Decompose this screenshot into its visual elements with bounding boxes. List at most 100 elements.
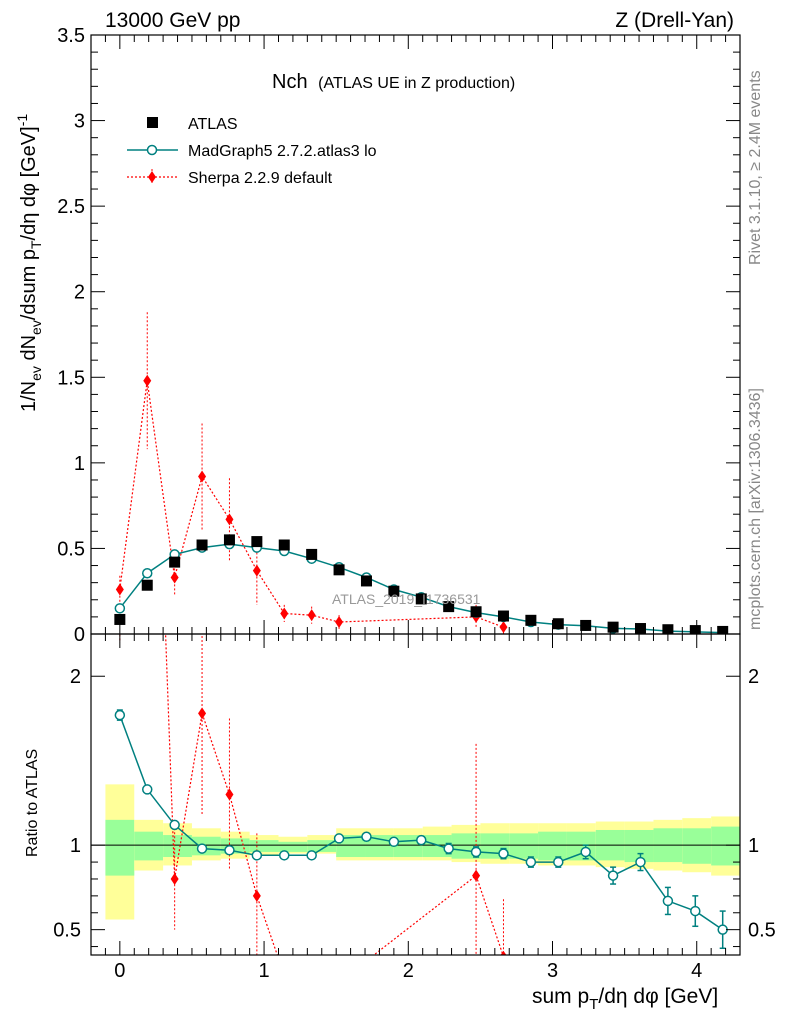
legend-label-madgraph: MadGraph5 2.7.2.atlas3 lo bbox=[188, 143, 377, 160]
top-plot-area bbox=[114, 312, 729, 634]
ratio-y-axis-label: Ratio to ATLAS bbox=[24, 749, 41, 857]
ratio-sherpa-point bbox=[116, 484, 124, 496]
ratio-sherpa-point bbox=[335, 976, 343, 988]
top-sherpa-point bbox=[170, 571, 179, 584]
stat-uncertainty-band bbox=[134, 831, 164, 861]
top-atlas-point bbox=[223, 534, 235, 546]
ratio-panel-frame bbox=[90, 633, 741, 956]
top-y-tick-label: 2 bbox=[74, 282, 85, 304]
x-tick-label: 3 bbox=[547, 960, 558, 982]
top-y-axis-label: 1/Nev dNev/dsum pT/dη dφ [GeV]-1 bbox=[14, 114, 44, 412]
ratio-madgraph-point bbox=[717, 924, 728, 935]
ratio-sherpa-line bbox=[164, 634, 504, 955]
top-atlas-point bbox=[169, 556, 181, 568]
ratio-madgraph-point bbox=[470, 846, 482, 858]
top-atlas-point bbox=[306, 548, 318, 560]
legend-marker-sherpa bbox=[148, 171, 156, 183]
ratio-madgraph-point bbox=[553, 856, 564, 868]
stat-uncertainty-band bbox=[682, 828, 712, 864]
top-sherpa-point bbox=[280, 607, 289, 620]
header-left: 13000 GeV pp bbox=[105, 9, 240, 32]
stat-uncertainty-band bbox=[105, 819, 135, 876]
top-atlas-point bbox=[360, 575, 372, 587]
top-atlas-point bbox=[580, 619, 592, 631]
ratio-madgraph-point bbox=[443, 843, 454, 854]
top-atlas-point bbox=[525, 614, 537, 626]
rivet-label: Rivet 3.1.10, ≥ 2.4M events bbox=[747, 70, 764, 265]
mcplots-label: mcplots.cern.ch [arXiv:1306.3436] bbox=[747, 388, 764, 630]
legend: ATLAS MadGraph5 2.7.2.atlas3 lo Sherpa 2… bbox=[127, 116, 377, 187]
legend-label-sherpa: Sherpa 2.2.9 default bbox=[188, 170, 333, 187]
ratio-madgraph-point bbox=[251, 850, 263, 861]
top-atlas-point bbox=[607, 621, 619, 633]
x-tick-label: 2 bbox=[403, 960, 414, 982]
stat-uncertainty-band bbox=[711, 826, 740, 866]
header-right: Z (Drell-Yan) bbox=[615, 9, 734, 32]
ratio-plot-area bbox=[114, 130, 728, 988]
top-sherpa-point bbox=[143, 374, 152, 387]
top-sherpa-point bbox=[252, 564, 261, 577]
top-y-tick-label: 3.5 bbox=[57, 25, 85, 47]
top-y-tick-label: 0.5 bbox=[57, 538, 85, 560]
top-y-tick-label: 0 bbox=[74, 624, 85, 646]
top-madgraph-line bbox=[119, 543, 723, 634]
ratio-madgraph-point bbox=[306, 850, 317, 861]
ratio-madgraph-point bbox=[333, 833, 345, 844]
ratio-madgraph-point bbox=[114, 709, 126, 721]
legend-label-atlas: ATLAS bbox=[188, 116, 238, 133]
top-atlas-point bbox=[470, 606, 482, 618]
ratio-sherpa-point bbox=[225, 788, 234, 801]
ratio-y-tick-label: 2 bbox=[70, 666, 81, 688]
x-tick-label: 0 bbox=[114, 960, 125, 982]
top-sherpa-point bbox=[499, 621, 508, 634]
ratio-y-tick-label: 0.5 bbox=[53, 920, 81, 942]
stat-uncertainty-band bbox=[307, 840, 337, 852]
ratio-madgraph-point bbox=[169, 819, 180, 831]
top-sherpa-point bbox=[307, 609, 316, 622]
top-y-tick-label: 1.5 bbox=[57, 367, 85, 389]
ratio-madgraph-point bbox=[279, 850, 290, 861]
ratio-madgraph-point bbox=[141, 784, 153, 795]
top-atlas-point bbox=[333, 564, 345, 576]
ratio-y-tick-label-right: 2 bbox=[748, 666, 759, 688]
top-madgraph-point bbox=[114, 603, 126, 614]
top-atlas-point bbox=[251, 536, 263, 548]
top-atlas-point bbox=[552, 618, 564, 630]
ratio-sherpa-point bbox=[472, 869, 481, 882]
top-atlas-point bbox=[443, 601, 455, 613]
top-sherpa-point bbox=[225, 513, 234, 526]
ratio-madgraph-point bbox=[196, 843, 208, 854]
x-tick-label: 4 bbox=[691, 960, 702, 982]
ratio-y-tick-label-right: 0.5 bbox=[748, 920, 776, 942]
ratio-y-tick-label: 1 bbox=[70, 835, 81, 857]
stat-uncertainty-band bbox=[278, 841, 308, 852]
legend-marker-atlas bbox=[147, 117, 158, 128]
ratio-madgraph-point bbox=[580, 846, 591, 858]
top-y-tick-label: 1 bbox=[74, 453, 85, 475]
top-sherpa-point bbox=[198, 470, 207, 483]
top-atlas-point bbox=[415, 593, 427, 605]
top-atlas-point bbox=[497, 610, 509, 622]
top-sherpa-point bbox=[115, 583, 124, 596]
ratio-sherpa-point bbox=[500, 950, 507, 955]
axes: 0 0.5 1 1.5 2 2.5 3 3.5 0 1 2 3 4 0.5 0.5 1 1 2 2 bbox=[53, 25, 776, 982]
plot-title: Nch (ATLAS UE in Z production) bbox=[272, 71, 515, 93]
top-atlas-point bbox=[114, 613, 126, 625]
top-sherpa-point bbox=[335, 616, 344, 629]
plot-title-sub: (ATLAS UE in Z production) bbox=[318, 75, 515, 92]
top-madgraph-point bbox=[141, 567, 153, 579]
legend-marker-madgraph bbox=[146, 144, 158, 156]
top-atlas-point bbox=[634, 623, 646, 634]
top-atlas-point bbox=[278, 539, 290, 551]
ratio-uncertainty-bands bbox=[91, 784, 740, 920]
ratio-sherpa-point bbox=[143, 130, 151, 142]
stat-uncertainty-band bbox=[624, 829, 654, 863]
ratio-madgraph-point bbox=[635, 856, 646, 868]
top-atlas-point bbox=[689, 625, 701, 634]
x-axis-label: sum pT/dη dφ [GeV] bbox=[532, 985, 718, 1013]
stat-uncertainty-band bbox=[249, 840, 279, 852]
stat-uncertainty-band bbox=[538, 831, 567, 861]
ratio-madgraph-point bbox=[525, 856, 537, 868]
ratio-sherpa-point bbox=[198, 707, 207, 720]
